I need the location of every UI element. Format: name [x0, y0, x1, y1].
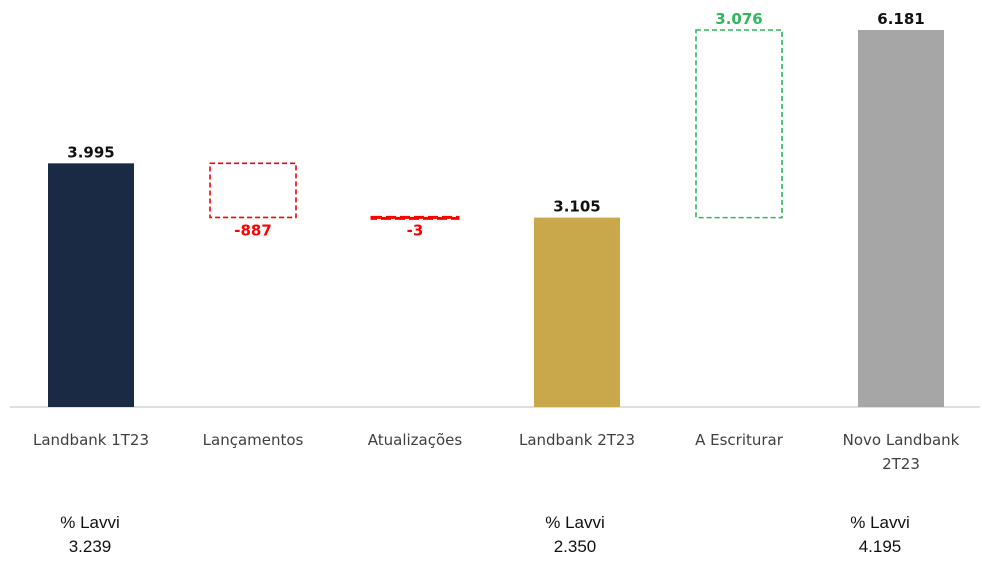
bar-1 — [48, 163, 134, 407]
footnote-3: % Lavvi 4.195 — [800, 511, 960, 559]
category-label-2: Lançamentos — [203, 431, 304, 449]
value-label-6: 6.181 — [877, 10, 924, 28]
waterfall-chart: 3.995 -887 -3 3.105 3.076 6.181 Landbank 1T23… — [10, 10, 980, 473]
bar-5 — [695, 29, 783, 219]
bar-3 — [370, 215, 460, 220]
footnote-3-value: 4.195 — [858, 537, 902, 556]
category-label-1: Landbank 1T23 — [33, 431, 149, 449]
bar-2 — [209, 162, 297, 219]
footnote-1-label: % Lavvi — [60, 513, 120, 532]
value-label-3: -3 — [407, 222, 424, 240]
bar-6 — [858, 30, 944, 407]
footnote-1: % Lavvi 3.239 — [10, 511, 170, 559]
footnote-2: % Lavvi 2.350 — [495, 511, 655, 559]
category-label-3: Atualizações — [368, 431, 463, 449]
category-label-5: A Escriturar — [695, 431, 784, 449]
bar-4 — [534, 217, 620, 407]
category-label-6: Novo Landbank 2T23 — [843, 431, 960, 473]
value-label-1: 3.995 — [67, 143, 114, 161]
footnote-3-label: % Lavvi — [850, 513, 910, 532]
footnote-1-value: 3.239 — [68, 537, 112, 556]
footnote-2-label: % Lavvi — [545, 513, 605, 532]
footnote-2-value: 2.350 — [553, 537, 597, 556]
value-label-5: 3.076 — [715, 10, 762, 28]
value-label-2: -887 — [234, 221, 272, 239]
value-label-4: 3.105 — [553, 198, 600, 216]
category-label-4: Landbank 2T23 — [519, 431, 635, 449]
